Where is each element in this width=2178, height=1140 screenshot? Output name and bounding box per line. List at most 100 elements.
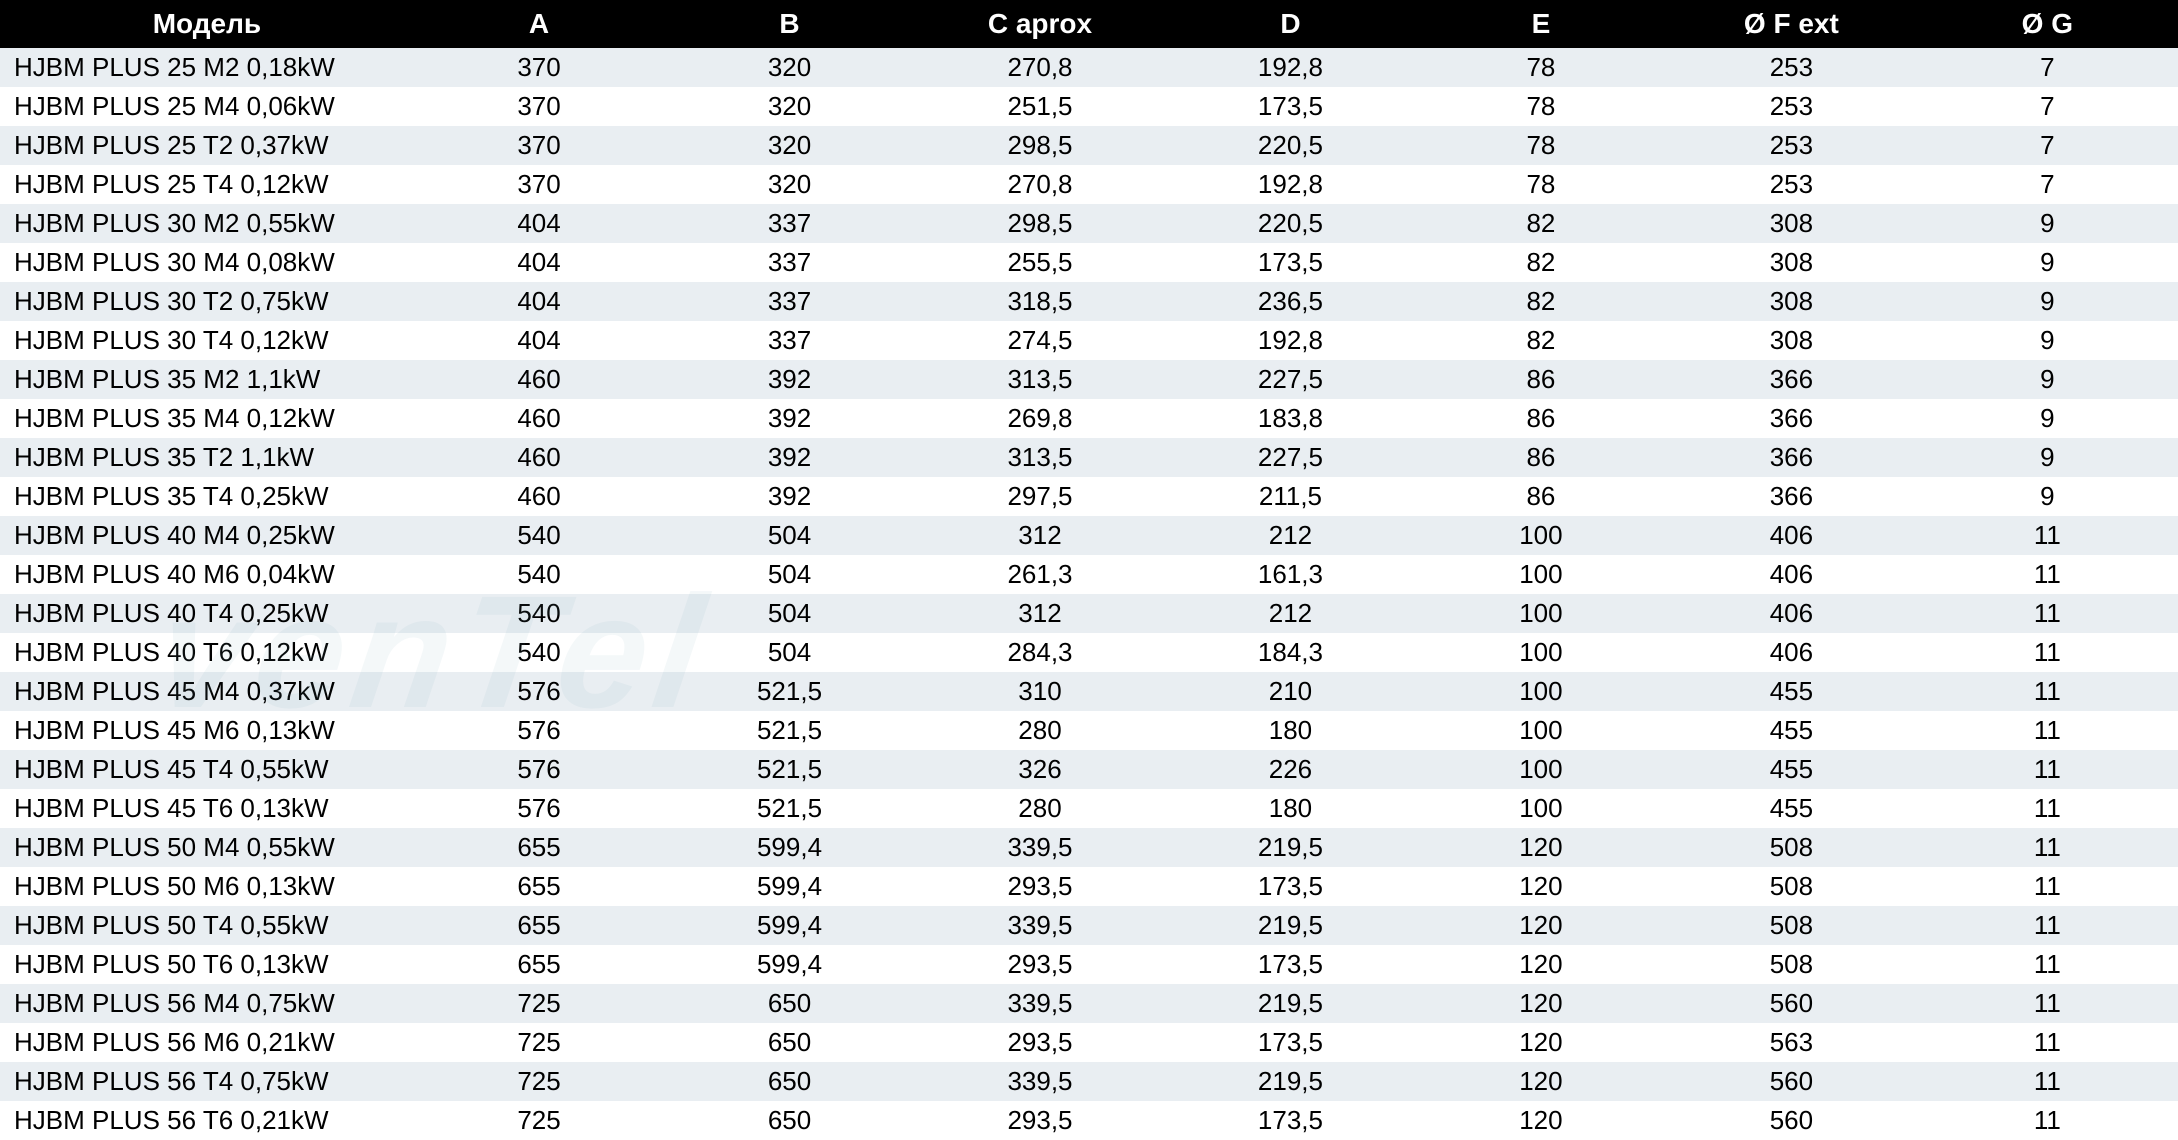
table-cell: 293,5 bbox=[915, 1101, 1165, 1140]
table-cell: 211,5 bbox=[1165, 477, 1415, 516]
table-row: HJBM PLUS 50 T6 0,13kW655599,4293,5173,5… bbox=[0, 945, 2178, 984]
table-cell: 655 bbox=[414, 828, 664, 867]
table-cell: HJBM PLUS 50 T4 0,55kW bbox=[0, 906, 414, 945]
table-cell: 521,5 bbox=[664, 789, 914, 828]
table-cell: HJBM PLUS 35 M2 1,1kW bbox=[0, 360, 414, 399]
table-cell: HJBM PLUS 25 M4 0,06kW bbox=[0, 87, 414, 126]
table-cell: 560 bbox=[1666, 1101, 1916, 1140]
table-cell: 337 bbox=[664, 243, 914, 282]
table-cell: 9 bbox=[1917, 243, 2178, 282]
table-cell: 86 bbox=[1416, 360, 1666, 399]
table-cell: 320 bbox=[664, 87, 914, 126]
table-cell: 655 bbox=[414, 906, 664, 945]
table-cell: 339,5 bbox=[915, 984, 1165, 1023]
table-cell: 650 bbox=[664, 984, 914, 1023]
table-cell: 11 bbox=[1917, 633, 2178, 672]
table-cell: 173,5 bbox=[1165, 243, 1415, 282]
table-cell: 725 bbox=[414, 1101, 664, 1140]
table-cell: 86 bbox=[1416, 477, 1666, 516]
table-cell: 120 bbox=[1416, 945, 1666, 984]
table-cell: 576 bbox=[414, 750, 664, 789]
table-cell: 11 bbox=[1917, 711, 2178, 750]
table-cell: 100 bbox=[1416, 672, 1666, 711]
table-cell: 540 bbox=[414, 594, 664, 633]
table-cell: 192,8 bbox=[1165, 165, 1415, 204]
table-row: HJBM PLUS 45 T4 0,55kW576521,53262261004… bbox=[0, 750, 2178, 789]
table-cell: 406 bbox=[1666, 594, 1916, 633]
table-cell: HJBM PLUS 56 T4 0,75kW bbox=[0, 1062, 414, 1101]
table-row: HJBM PLUS 35 M4 0,12kW460392269,8183,886… bbox=[0, 399, 2178, 438]
table-row: HJBM PLUS 45 M4 0,37kW576521,53102101004… bbox=[0, 672, 2178, 711]
table-cell: HJBM PLUS 40 T6 0,12kW bbox=[0, 633, 414, 672]
table-cell: HJBM PLUS 45 T6 0,13kW bbox=[0, 789, 414, 828]
table-cell: 212 bbox=[1165, 516, 1415, 555]
table-cell: 563 bbox=[1666, 1023, 1916, 1062]
table-cell: 320 bbox=[664, 165, 914, 204]
table-cell: 11 bbox=[1917, 867, 2178, 906]
table-cell: 212 bbox=[1165, 594, 1415, 633]
table-cell: 100 bbox=[1416, 516, 1666, 555]
table-cell: 320 bbox=[664, 126, 914, 165]
table-cell: 270,8 bbox=[915, 165, 1165, 204]
table-cell: 11 bbox=[1917, 984, 2178, 1023]
table-cell: 9 bbox=[1917, 438, 2178, 477]
table-cell: 120 bbox=[1416, 1101, 1666, 1140]
table-cell: 173,5 bbox=[1165, 87, 1415, 126]
table-cell: 339,5 bbox=[915, 828, 1165, 867]
table-cell: 236,5 bbox=[1165, 282, 1415, 321]
table-cell: 219,5 bbox=[1165, 1062, 1415, 1101]
table-cell: 599,4 bbox=[664, 828, 914, 867]
table-cell: 313,5 bbox=[915, 360, 1165, 399]
table-cell: 312 bbox=[915, 516, 1165, 555]
table-row: HJBM PLUS 40 M4 0,25kW540504312212100406… bbox=[0, 516, 2178, 555]
col-header-model: Модель bbox=[0, 0, 414, 48]
table-cell: HJBM PLUS 30 M2 0,55kW bbox=[0, 204, 414, 243]
table-row: HJBM PLUS 45 T6 0,13kW576521,52801801004… bbox=[0, 789, 2178, 828]
table-cell: 339,5 bbox=[915, 906, 1165, 945]
table-cell: 82 bbox=[1416, 282, 1666, 321]
table-cell: 219,5 bbox=[1165, 906, 1415, 945]
table-cell: HJBM PLUS 45 M4 0,37kW bbox=[0, 672, 414, 711]
table-cell: HJBM PLUS 40 T4 0,25kW bbox=[0, 594, 414, 633]
table-row: HJBM PLUS 56 M6 0,21kW725650293,5173,512… bbox=[0, 1023, 2178, 1062]
table-cell: HJBM PLUS 56 M6 0,21kW bbox=[0, 1023, 414, 1062]
table-cell: 370 bbox=[414, 48, 664, 87]
table-cell: 508 bbox=[1666, 906, 1916, 945]
table-cell: 280 bbox=[915, 789, 1165, 828]
table-cell: 298,5 bbox=[915, 204, 1165, 243]
table-cell: 210 bbox=[1165, 672, 1415, 711]
table-cell: 255,5 bbox=[915, 243, 1165, 282]
table-cell: 404 bbox=[414, 243, 664, 282]
table-cell: 655 bbox=[414, 945, 664, 984]
table-cell: 297,5 bbox=[915, 477, 1165, 516]
table-row: HJBM PLUS 45 M6 0,13kW576521,52801801004… bbox=[0, 711, 2178, 750]
table-cell: HJBM PLUS 25 T4 0,12kW bbox=[0, 165, 414, 204]
table-cell: HJBM PLUS 40 M4 0,25kW bbox=[0, 516, 414, 555]
table-cell: HJBM PLUS 45 T4 0,55kW bbox=[0, 750, 414, 789]
col-header-a: A bbox=[414, 0, 664, 48]
table-cell: 183,8 bbox=[1165, 399, 1415, 438]
table-cell: 270,8 bbox=[915, 48, 1165, 87]
spec-table: Модель A B C aprox D E Ø F ext Ø G HJBM … bbox=[0, 0, 2178, 1140]
table-cell: 599,4 bbox=[664, 867, 914, 906]
table-cell: 504 bbox=[664, 516, 914, 555]
table-cell: 655 bbox=[414, 867, 664, 906]
table-cell: HJBM PLUS 50 M6 0,13kW bbox=[0, 867, 414, 906]
table-cell: 261,3 bbox=[915, 555, 1165, 594]
table-cell: 78 bbox=[1416, 126, 1666, 165]
table-row: HJBM PLUS 40 T4 0,25kW540504312212100406… bbox=[0, 594, 2178, 633]
table-cell: 599,4 bbox=[664, 906, 914, 945]
table-row: HJBM PLUS 35 M2 1,1kW460392313,5227,5863… bbox=[0, 360, 2178, 399]
table-row: HJBM PLUS 40 T6 0,12kW540504284,3184,310… bbox=[0, 633, 2178, 672]
table-cell: 9 bbox=[1917, 204, 2178, 243]
table-cell: 11 bbox=[1917, 789, 2178, 828]
table-cell: HJBM PLUS 35 M4 0,12kW bbox=[0, 399, 414, 438]
table-cell: 192,8 bbox=[1165, 321, 1415, 360]
table-cell: 253 bbox=[1666, 87, 1916, 126]
table-cell: 11 bbox=[1917, 828, 2178, 867]
table-cell: 540 bbox=[414, 516, 664, 555]
table-cell: 337 bbox=[664, 204, 914, 243]
table-cell: 180 bbox=[1165, 789, 1415, 828]
table-cell: 11 bbox=[1917, 555, 2178, 594]
table-cell: 392 bbox=[664, 477, 914, 516]
